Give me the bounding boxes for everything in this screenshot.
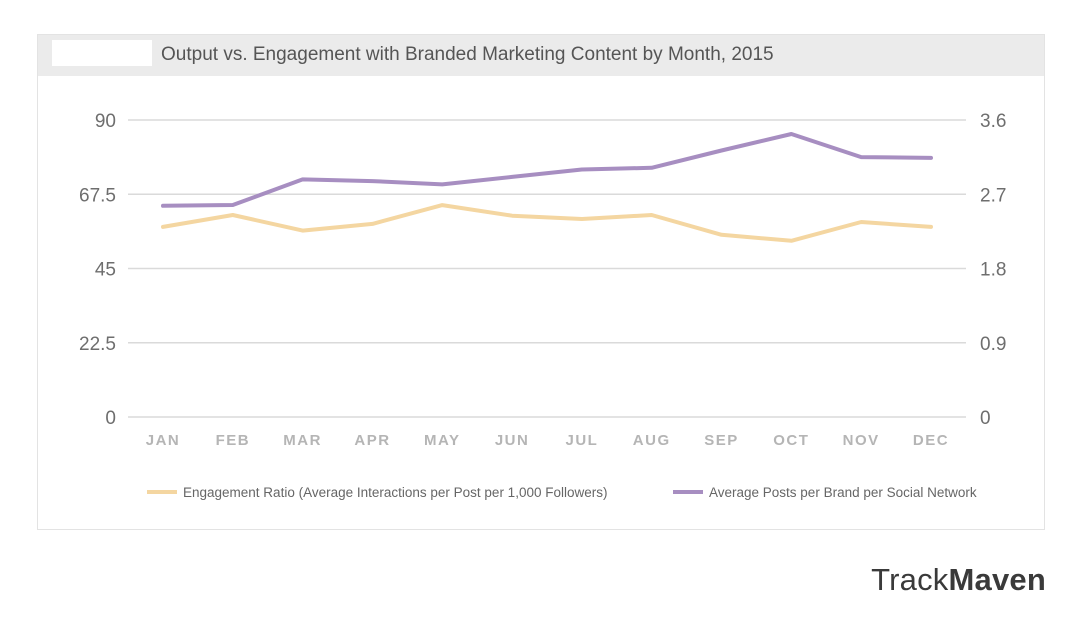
title-placeholder-box	[52, 40, 152, 66]
chart-frame: Output vs. Engagement with Branded Marke…	[37, 34, 1045, 530]
x-tick-label: MAY	[424, 432, 460, 449]
engagement-ratio-line	[161, 203, 933, 243]
legend-label-posts: Average Posts per Brand per Social Netwo…	[709, 485, 977, 500]
x-tick-label: JAN	[146, 432, 181, 449]
x-tick-label: OCT	[773, 432, 809, 449]
x-tick-label: SEP	[704, 432, 739, 449]
legend-label-engagement: Engagement Ratio (Average Interactions p…	[183, 485, 607, 500]
y-right-tick-label: 0	[980, 408, 991, 429]
x-tick-label: JUL	[565, 432, 598, 449]
x-tick-label: MAR	[283, 432, 322, 449]
x-tick-label: JUN	[495, 432, 530, 449]
average-posts-line	[161, 132, 933, 208]
brand-text-maven: Maven	[948, 562, 1046, 597]
x-tick-label: APR	[354, 432, 390, 449]
y-right-tick-label: 0.9	[980, 334, 1006, 355]
x-tick-label: DEC	[913, 432, 949, 449]
y-left-tick-label: 0	[105, 408, 116, 429]
y-left-tick-label: 45	[95, 260, 116, 281]
y-right-tick-label: 3.6	[980, 111, 1006, 132]
x-tick-label: FEB	[216, 432, 251, 449]
x-tick-label: AUG	[633, 432, 671, 449]
chart-title: Output vs. Engagement with Branded Marke…	[161, 44, 774, 65]
y-right-tick-label: 2.7	[980, 185, 1006, 206]
x-tick-label: NOV	[843, 432, 880, 449]
brand-text-track: Track	[871, 562, 949, 597]
y-right-tick-label: 1.8	[980, 260, 1006, 281]
title-bar: Output vs. Engagement with Branded Marke…	[38, 35, 1044, 76]
y-left-tick-label: 67.5	[79, 185, 116, 206]
trackmaven-logo: TrackMaven	[871, 562, 1046, 598]
y-left-tick-label: 90	[95, 111, 116, 132]
y-left-tick-label: 22.5	[79, 334, 116, 355]
